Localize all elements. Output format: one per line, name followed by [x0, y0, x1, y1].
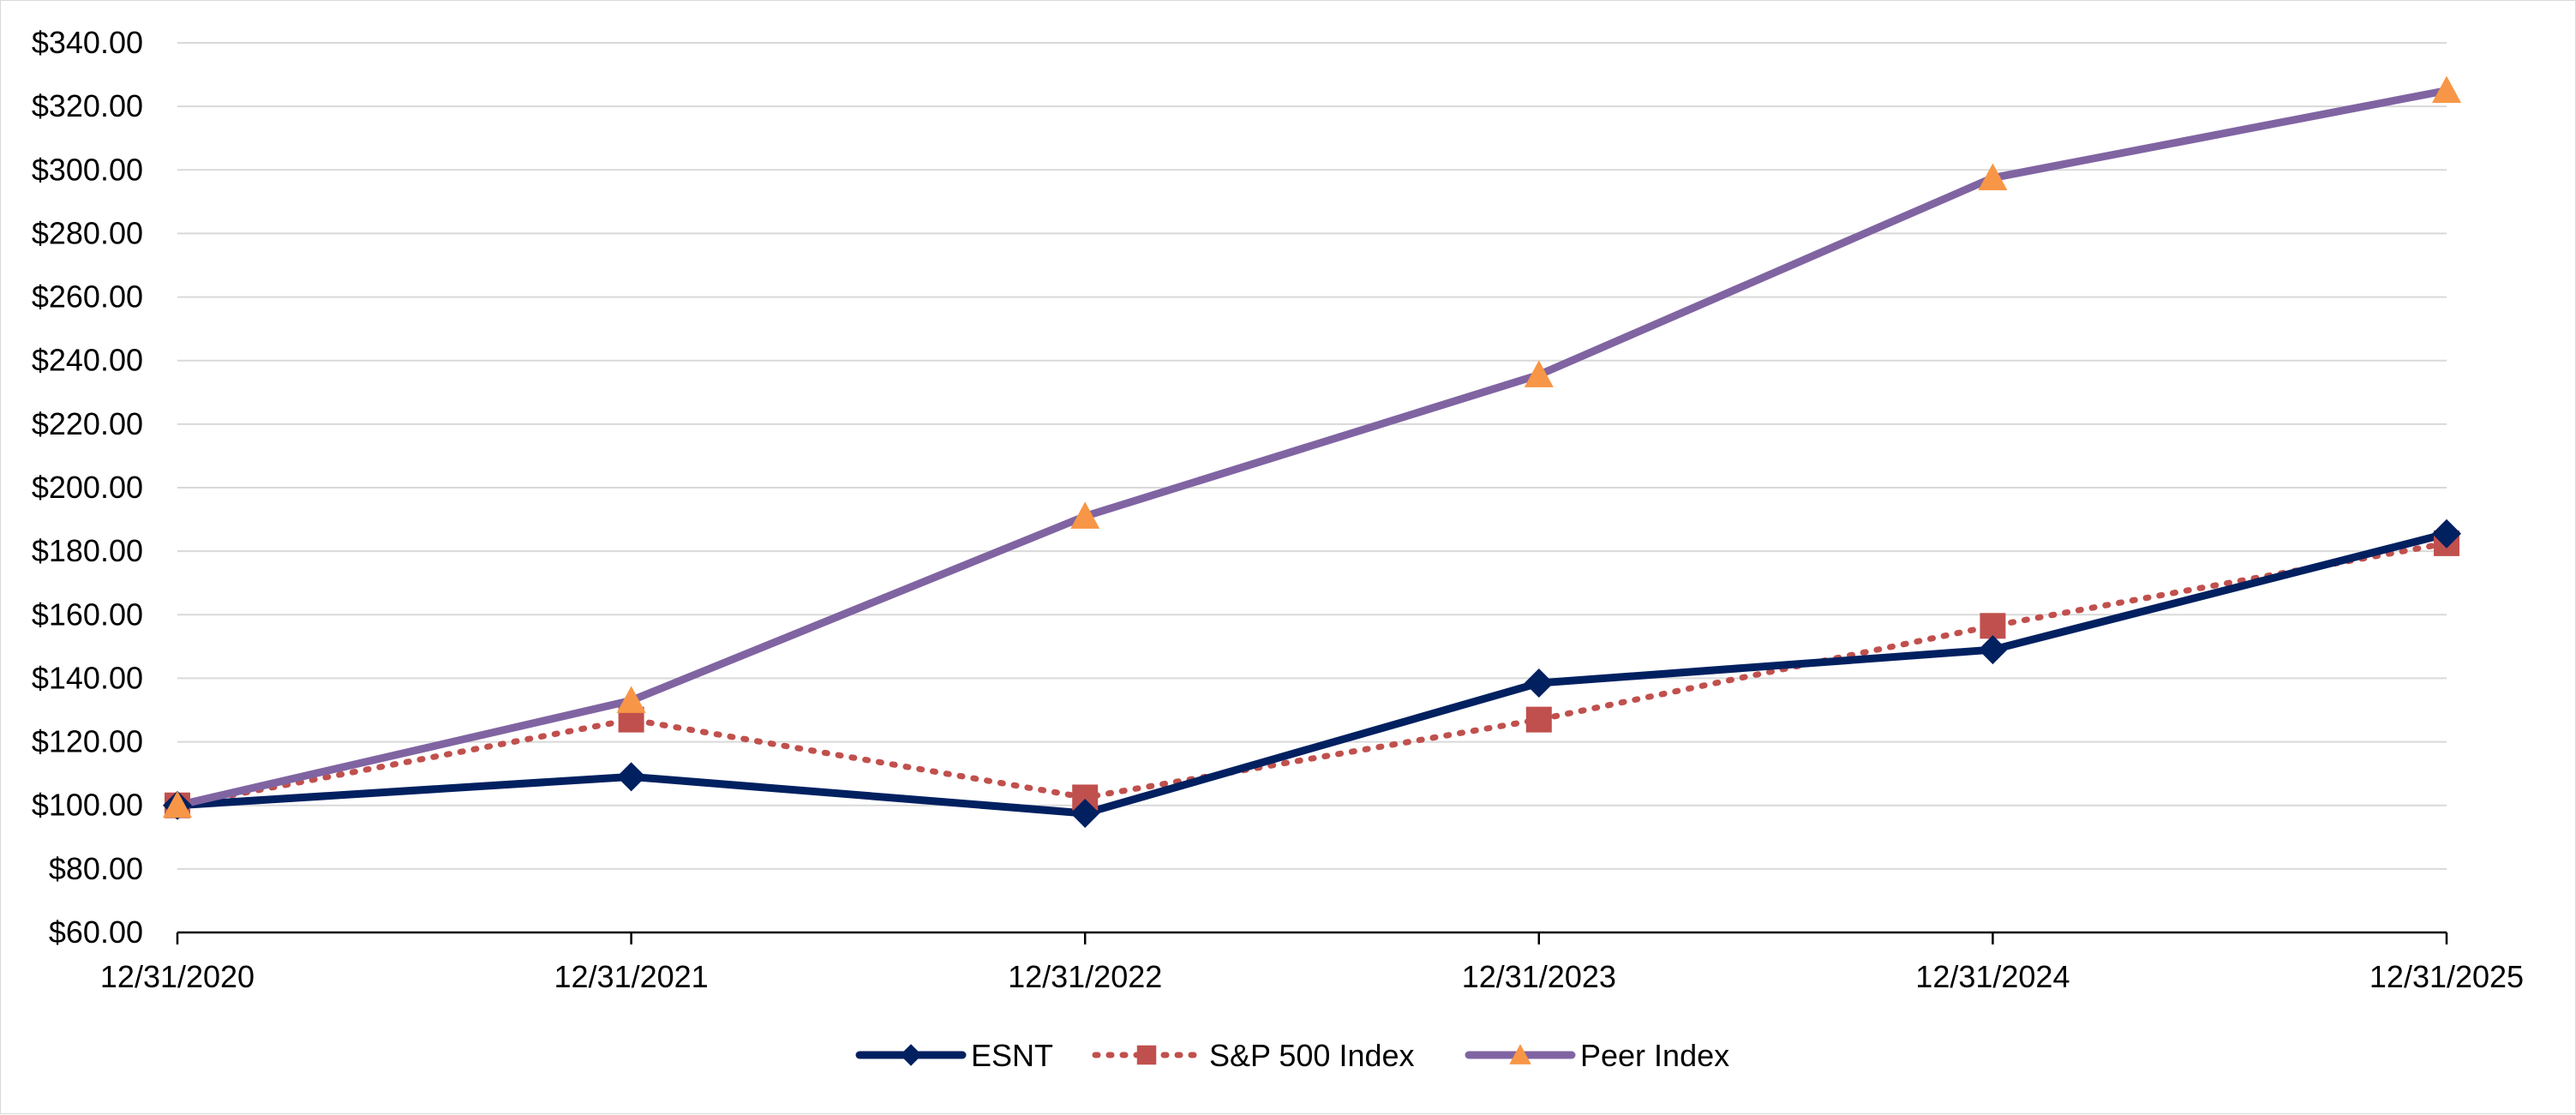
y-tick-label: $180.00: [32, 533, 143, 568]
y-tick-label: $320.00: [32, 88, 143, 123]
legend-marker: [900, 1044, 922, 1066]
data-point-marker: [1524, 668, 1554, 698]
y-tick-label: $240.00: [32, 343, 143, 378]
y-tick-label: $140.00: [32, 660, 143, 695]
data-point-marker: [2432, 75, 2461, 104]
data-point-marker: [1070, 501, 1100, 529]
y-tick-label: $60.00: [49, 914, 143, 950]
legend: ESNT S&P 500 Index Peer Index: [855, 1038, 1729, 1073]
legend-label: Peer Index: [1580, 1038, 1729, 1073]
y-tick-label: $80.00: [49, 851, 143, 886]
data-point-marker: [1978, 163, 2008, 191]
legend-label: ESNT: [971, 1038, 1053, 1073]
data-point-marker: [1070, 798, 1100, 828]
data-point-marker: [1980, 613, 2006, 639]
series-markers: [163, 75, 2461, 828]
y-tick-label: $200.00: [32, 470, 143, 505]
series-line: [173, 87, 2451, 810]
x-tick-label: 12/31/2023: [1462, 959, 1616, 994]
y-tick-label: $160.00: [32, 596, 143, 632]
series-lines: [173, 87, 2451, 818]
y-tick-label: $120.00: [32, 724, 143, 759]
legend-label: S&P 500 Index: [1209, 1038, 1415, 1073]
x-tick-label: 12/31/2022: [1008, 959, 1162, 994]
data-point-marker: [163, 790, 192, 818]
y-tick-label: $340.00: [32, 25, 143, 60]
series-line: [174, 540, 2450, 809]
x-tick-label: 12/31/2025: [2369, 959, 2524, 994]
y-tick-label: $280.00: [32, 215, 143, 250]
legend-marker: [1136, 1045, 1157, 1065]
x-tick-label: 12/31/2020: [100, 959, 255, 994]
gridlines: [177, 42, 2447, 870]
data-point-marker: [1978, 635, 2008, 665]
axes: $60.00 $80.00 $100.00 $120.00 $140.00 $160.00…: [32, 25, 2524, 994]
series-line: [173, 530, 2451, 818]
data-point-marker: [616, 762, 646, 792]
y-tick-label: $300.00: [32, 152, 143, 187]
x-tick-label: 12/31/2024: [1915, 959, 2070, 994]
data-point-marker: [616, 686, 646, 713]
data-point-marker: [1524, 360, 1554, 387]
y-tick-label: $260.00: [32, 279, 143, 315]
data-point-marker: [1525, 706, 1552, 733]
legend-marker: [1509, 1044, 1531, 1064]
y-tick-label: $100.00: [32, 788, 143, 823]
data-point-marker: [2432, 519, 2461, 549]
y-tick-label: $220.00: [32, 406, 143, 441]
x-tick-label: 12/31/2021: [554, 959, 709, 994]
